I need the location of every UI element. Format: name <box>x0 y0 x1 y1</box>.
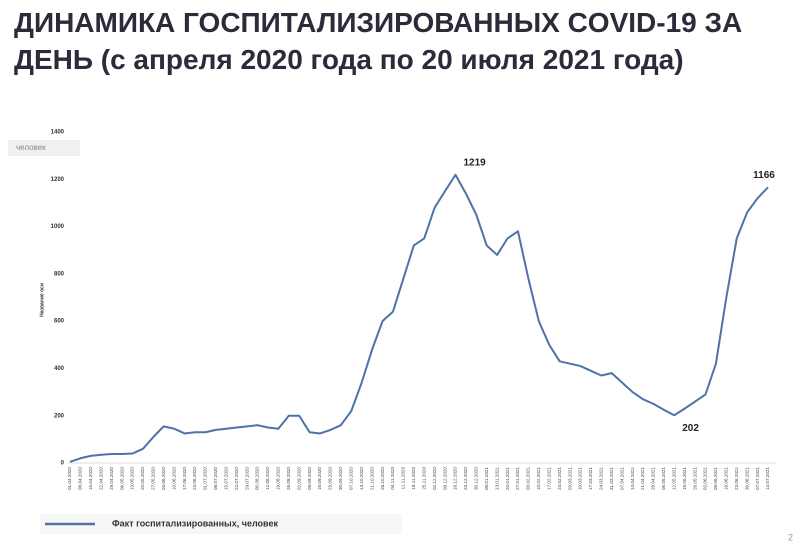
x-tick-label: 05.08.2020 <box>255 467 260 490</box>
x-tick-label: 07.07.2021 <box>755 467 760 490</box>
y-axis-label: Название оси <box>39 283 45 317</box>
x-tick-label: 06.01.2021 <box>484 467 489 490</box>
x-tick-label: 10.06.2020 <box>171 467 176 490</box>
x-tick-label: 16.06.2021 <box>724 467 729 490</box>
data-label: 202 <box>682 423 699 434</box>
x-tick-label: 30.09.2020 <box>338 467 343 490</box>
x-tick-label: 22.04.2020 <box>98 467 103 490</box>
y-tick-label: 800 <box>54 271 65 277</box>
x-tick-label: 27.05.2020 <box>151 467 156 490</box>
x-tick-label: 01.07.2020 <box>203 467 208 490</box>
x-tick-label: 03.03.2021 <box>567 467 572 490</box>
x-tick-label: 09.09.2020 <box>307 467 312 490</box>
x-tick-label: 01.04.2020 <box>67 467 72 490</box>
x-tick-label: 12.08.2020 <box>265 467 270 490</box>
data-line <box>69 173 769 463</box>
x-tick-label: 20.05.2020 <box>140 467 145 490</box>
x-tick-label: 08.07.2020 <box>213 467 218 490</box>
x-tick-label: 14.07.2021 <box>765 467 770 490</box>
x-tick-label: 05.05.2021 <box>661 467 666 490</box>
x-tick-label: 04.11.2020 <box>390 467 395 490</box>
x-tick-label: 14.10.2020 <box>359 467 364 490</box>
data-label: 1219 <box>463 157 486 168</box>
x-tick-label: 07.04.2021 <box>619 467 624 490</box>
x-tick-label: 03.02.2021 <box>526 467 531 490</box>
x-tick-label: 02.12.2020 <box>432 467 437 490</box>
x-tick-label: 26.08.2020 <box>286 467 291 490</box>
x-tick-label: 15.04.2020 <box>88 467 93 490</box>
x-tick-label: 23.09.2020 <box>328 467 333 490</box>
x-tick-label: 30.06.2021 <box>744 467 749 490</box>
x-tick-label: 17.02.2021 <box>546 467 551 490</box>
x-tick-label: 13.05.2020 <box>130 467 135 490</box>
x-tick-label: 23.06.2021 <box>734 467 739 490</box>
x-tick-label: 12.05.2021 <box>671 467 676 490</box>
x-tick-label: 20.01.2021 <box>505 467 510 490</box>
x-tick-label: 29.07.2020 <box>244 467 249 490</box>
x-tick-label: 22.07.2020 <box>234 467 239 490</box>
y-tick-label: 1000 <box>51 224 65 230</box>
x-tick-label: 11.11.2020 <box>401 467 406 490</box>
y-tick-label: 0 <box>61 461 65 467</box>
unit-box <box>8 140 80 156</box>
x-tick-label: 09.12.2020 <box>442 467 447 490</box>
x-tick-label: 10.03.2021 <box>578 467 583 490</box>
x-tick-label: 17.03.2021 <box>588 467 593 490</box>
x-tick-label: 16.12.2020 <box>453 467 458 490</box>
x-tick-label: 18.11.2020 <box>411 467 416 490</box>
x-tick-label: 21.04.2021 <box>640 467 645 490</box>
x-tick-label: 28.04.2021 <box>651 467 656 490</box>
x-tick-label: 24.03.2021 <box>599 467 604 490</box>
y-tick-label: 600 <box>54 319 65 325</box>
x-tick-label: 02.09.2020 <box>296 467 301 490</box>
x-tick-label: 17.06.2020 <box>182 467 187 490</box>
x-tick-label: 27.01.2021 <box>515 467 520 490</box>
x-tick-label: 21.10.2020 <box>369 467 374 490</box>
x-tick-label: 24.02.2021 <box>557 467 562 490</box>
legend-label: Факт госпитализированных, человек <box>112 518 278 528</box>
unit-label: человек <box>16 143 46 152</box>
x-tick-label: 31.03.2021 <box>609 467 614 490</box>
x-tick-label: 15.07.2020 <box>223 467 228 490</box>
x-tick-label: 29.04.2020 <box>109 467 114 490</box>
x-tick-label: 09.06.2021 <box>713 467 718 490</box>
x-tick-label: 26.05.2021 <box>692 467 697 490</box>
x-tick-label: 07.10.2020 <box>349 467 354 490</box>
chart-title: ДИНАМИКА ГОСПИТАЛИЗИРОВАННЫХ COVID-19 ЗА… <box>14 7 743 75</box>
x-tick-label: 08.04.2020 <box>78 467 83 490</box>
x-tick-label: 30.12.2020 <box>474 467 479 490</box>
x-tick-label: 28.10.2020 <box>380 467 385 490</box>
x-tick-label: 23.12.2020 <box>463 467 468 490</box>
x-tick-label: 13.01.2021 <box>494 467 499 490</box>
x-tick-label: 19.08.2020 <box>276 467 281 490</box>
x-tick-label: 10.02.2021 <box>536 467 541 490</box>
y-tick-label: 200 <box>54 413 65 419</box>
page-number: 2 <box>788 532 793 542</box>
x-tick-label: 24.06.2020 <box>192 467 197 490</box>
x-tick-label: 06.05.2020 <box>119 467 124 490</box>
data-label: 1166 <box>753 170 775 181</box>
x-tick-label: 02.06.2021 <box>703 467 708 490</box>
legend-box <box>40 514 402 534</box>
x-tick-label: 03.06.2020 <box>161 467 166 490</box>
y-tick-label: 400 <box>54 366 65 372</box>
x-tick-label: 19.05.2021 <box>682 467 687 490</box>
x-tick-label: 14.04.2021 <box>630 467 635 490</box>
y-tick-label: 1400 <box>51 130 65 136</box>
x-tick-label: 16.09.2020 <box>317 467 322 490</box>
y-tick-label: 1200 <box>51 177 65 183</box>
x-tick-label: 25.11.2020 <box>421 467 426 490</box>
